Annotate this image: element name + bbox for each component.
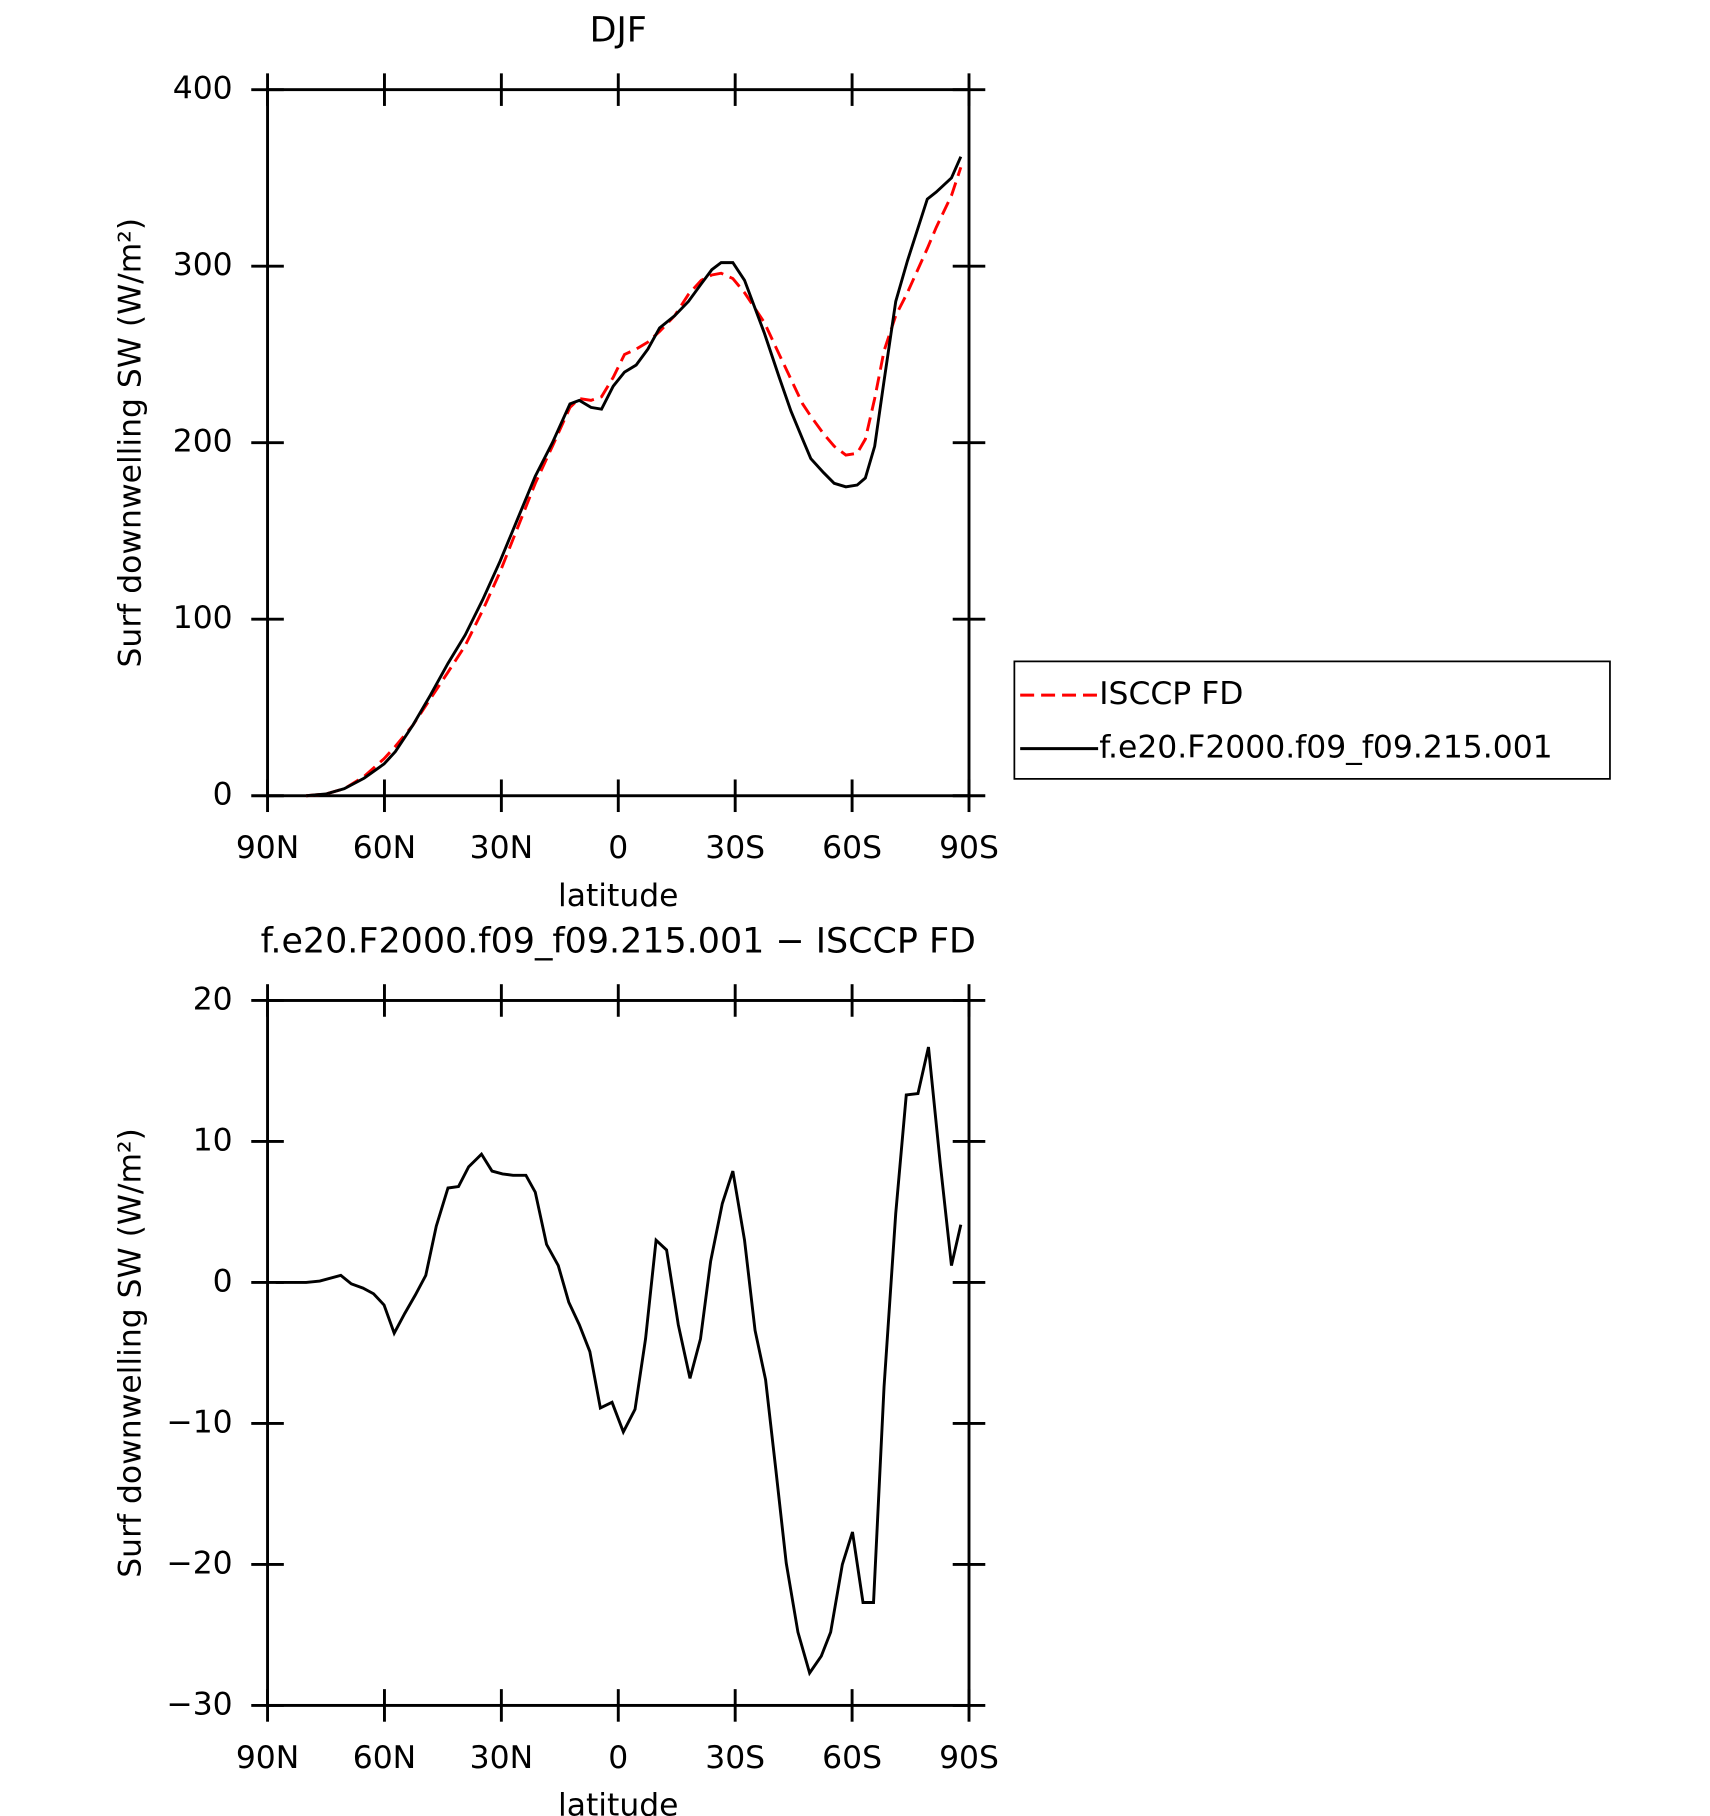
data-line bbox=[306, 156, 963, 798]
y-tick-label: 400 bbox=[173, 71, 233, 107]
y-tick-label: −10 bbox=[166, 1404, 232, 1440]
x-tick-label: 60S bbox=[822, 830, 882, 866]
x-tick-label: 90S bbox=[939, 830, 999, 866]
x-tick-label: 0 bbox=[608, 1740, 628, 1776]
x-tick-label: 90N bbox=[236, 1740, 299, 1776]
y-tick-label: 0 bbox=[213, 1263, 233, 1299]
x-tick-label: 90N bbox=[236, 830, 299, 866]
chart-title: f.e20.F2000.f09_f09.215.001 − ISCCP FD bbox=[261, 921, 976, 961]
x-tick-label: 30S bbox=[705, 830, 765, 866]
y-axis-label: Surf downwelling SW (W/m²) bbox=[112, 1128, 148, 1578]
y-tick-label: −30 bbox=[166, 1686, 232, 1722]
x-tick-label: 90S bbox=[939, 1740, 999, 1776]
x-tick-label: 30N bbox=[470, 1740, 533, 1776]
x-tick-label: 0 bbox=[608, 830, 628, 866]
y-tick-label: 10 bbox=[193, 1122, 233, 1158]
y-axis-label: Surf downwelling SW (W/m²) bbox=[112, 218, 148, 668]
legend-label: ISCCP FD bbox=[1099, 676, 1243, 712]
x-tick-label: 60N bbox=[353, 1740, 416, 1776]
y-tick-label: 300 bbox=[173, 247, 233, 283]
x-tick-label: 60N bbox=[353, 830, 416, 866]
y-tick-label: 0 bbox=[213, 777, 233, 813]
y-tick-label: 100 bbox=[173, 600, 233, 636]
chart-title: DJF bbox=[590, 10, 647, 50]
y-tick-label: −20 bbox=[166, 1545, 232, 1581]
legend-box bbox=[1013, 660, 1611, 780]
x-tick-label: 30S bbox=[705, 1740, 765, 1776]
x-tick-label: 60S bbox=[822, 1740, 882, 1776]
x-axis-label: latitude bbox=[558, 1788, 678, 1816]
x-tick-label: 30N bbox=[470, 830, 533, 866]
y-tick-label: 20 bbox=[193, 981, 233, 1017]
x-axis-label: latitude bbox=[558, 878, 678, 914]
data-line bbox=[275, 1046, 963, 1677]
legend-label: f.e20.F2000.f09_f09.215.001 bbox=[1099, 730, 1552, 766]
y-tick-label: 200 bbox=[173, 424, 233, 460]
